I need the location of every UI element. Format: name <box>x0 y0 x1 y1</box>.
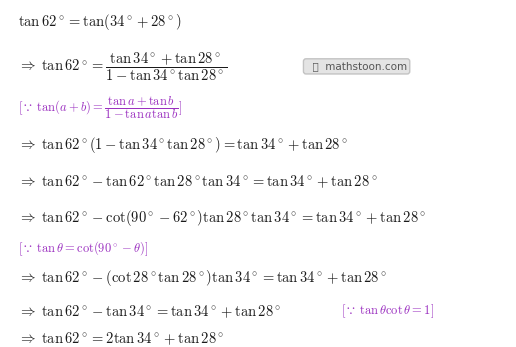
Text: 🔒  mathstoon.com: 🔒 mathstoon.com <box>306 61 407 71</box>
Text: $[\because \; \tan\theta \cot\theta = 1]$: $[\because \; \tan\theta \cot\theta = 1]… <box>342 303 434 320</box>
Text: $\Rightarrow \; \tan 62^\circ = 2\tan 34^\circ + \tan 28^\circ$: $\Rightarrow \; \tan 62^\circ = 2\tan 34… <box>18 330 224 347</box>
Text: $\Rightarrow \; \tan 62^\circ - \tan 62^\circ \tan 28^\circ \tan 34^\circ = \tan: $\Rightarrow \; \tan 62^\circ - \tan 62^… <box>18 174 377 190</box>
Text: $[\because \; \tan(a+b) = \dfrac{\tan a + \tan b}{1 - \tan a \tan b}]$: $[\because \; \tan(a+b) = \dfrac{\tan a … <box>18 94 182 121</box>
Text: $\Rightarrow \; \tan 62^\circ - \cot(90^\circ - 62^\circ) \tan 28^\circ \tan 34^: $\Rightarrow \; \tan 62^\circ - \cot(90^… <box>18 209 426 228</box>
Text: $\Rightarrow \; \tan 62^\circ - \tan 34^\circ = \tan 34^\circ + \tan 28^\circ$: $\Rightarrow \; \tan 62^\circ - \tan 34^… <box>18 303 281 320</box>
Text: $\Rightarrow \; \tan 62^\circ - (\cot 28^\circ \tan 28^\circ) \tan 34^\circ = \t: $\Rightarrow \; \tan 62^\circ - (\cot 28… <box>18 268 387 288</box>
Text: $\tan 62^\circ = \tan(34^\circ + 28^\circ)$: $\tan 62^\circ = \tan(34^\circ + 28^\cir… <box>18 12 182 32</box>
Text: $\Rightarrow \; \tan 62^\circ(1 - \tan 34^\circ \tan 28^\circ) = \tan 34^\circ +: $\Rightarrow \; \tan 62^\circ(1 - \tan 3… <box>18 135 348 155</box>
Text: $\Rightarrow \; \tan 62^\circ = \dfrac{\tan 34^\circ + \tan 28^\circ}{1 - \tan 3: $\Rightarrow \; \tan 62^\circ = \dfrac{\… <box>18 50 228 83</box>
Text: $[\because \; \tan\theta = \cot(90^\circ - \theta)]$: $[\because \; \tan\theta = \cot(90^\circ… <box>18 239 148 257</box>
